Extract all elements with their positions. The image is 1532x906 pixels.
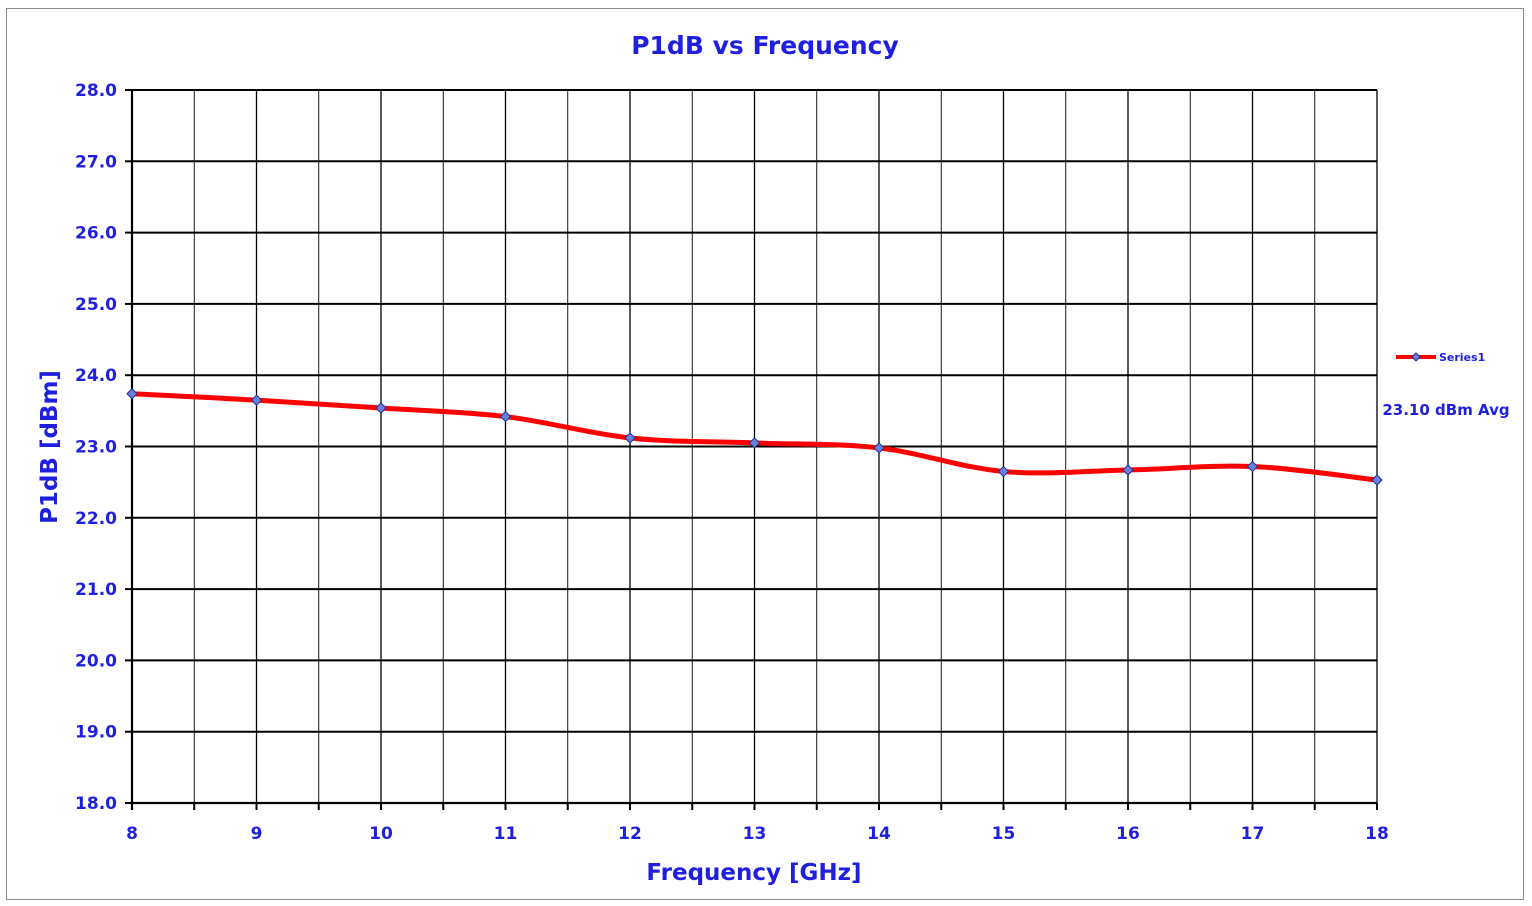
data-point-marker <box>126 388 138 400</box>
x-tick-label: 18 <box>1365 824 1389 844</box>
y-tick-label: 27.0 <box>75 152 117 172</box>
x-tick-label: 17 <box>1241 824 1265 844</box>
y-tick-label: 28.0 <box>75 81 117 101</box>
x-tick-label: 12 <box>618 824 642 844</box>
y-tick-labels: 18.0 19.0 20.0 21.0 22.0 23.0 24.0 25.0 26.0 27.0… <box>75 81 117 814</box>
y-tick-label: 22.0 <box>75 509 117 529</box>
y-tick-label: 26.0 <box>75 224 117 244</box>
x-tick-label: 16 <box>1116 824 1140 844</box>
x-tick-labels: 8 9 10 11 12 13 14 15 16 17 18 <box>126 824 1389 844</box>
y-tick-label: 23.0 <box>75 438 117 458</box>
x-tick-label: 14 <box>867 824 891 844</box>
legend-label: Series1 <box>1439 351 1485 364</box>
legend-marker <box>1411 352 1421 362</box>
chart-frame <box>6 8 1524 900</box>
legend: Series1 <box>1396 351 1485 364</box>
y-tick-label: 24.0 <box>75 366 117 386</box>
y-tick-label: 25.0 <box>75 295 117 315</box>
data-point-marker <box>997 465 1010 478</box>
data-point-marker <box>499 410 512 423</box>
data-point-marker <box>1122 464 1134 476</box>
x-tick-label: 13 <box>743 824 767 844</box>
data-point-marker <box>624 432 636 444</box>
data-point-marker <box>873 442 885 454</box>
data-point-marker <box>1246 460 1259 473</box>
x-tick-label: 15 <box>992 824 1016 844</box>
x-tick-label: 11 <box>494 824 518 844</box>
y-tick-label: 19.0 <box>75 723 117 743</box>
x-tick-label: 8 <box>126 824 138 844</box>
y-tick-label: 20.0 <box>75 651 117 671</box>
x-tick-label: 9 <box>251 824 263 844</box>
data-point-marker <box>1371 474 1383 486</box>
data-point-marker <box>250 394 263 406</box>
chart-title: P1dB vs Frequency <box>631 31 899 60</box>
x-axis-title: Frequency [GHz] <box>646 860 861 886</box>
y-axis-title: P1dB [dBm] <box>37 370 63 524</box>
y-tick-label: 18.0 <box>75 794 117 814</box>
y-tick-label: 21.0 <box>75 580 117 600</box>
average-annotation: 23.10 dBm Avg <box>1382 401 1509 419</box>
axes <box>125 89 1378 810</box>
data-point-marker <box>375 402 387 414</box>
data-point-marker <box>748 437 761 449</box>
series-layer <box>126 388 1383 486</box>
x-tick-label: 10 <box>369 824 393 844</box>
